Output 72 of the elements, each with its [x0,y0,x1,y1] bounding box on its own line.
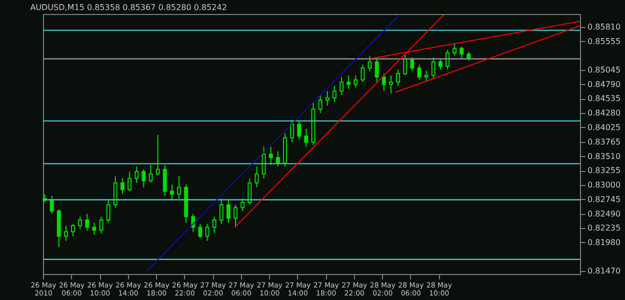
candlestick [142,168,146,188]
y-tick-label: 0.81470 [588,266,621,276]
y-tick-label: 0.82490 [588,209,621,218]
candlestick [388,74,393,94]
candlestick [262,146,266,179]
candlestick [191,213,196,232]
candlestick [226,200,230,224]
y-tick-label: 0.84025 [588,122,621,132]
y-tick-label: 0.82235 [588,224,621,233]
y-tick-label: 0.83000 [588,180,621,190]
candlestick [417,64,422,80]
candlestick [205,223,210,242]
candlestick [332,86,336,102]
candlestick [92,222,96,236]
candlestick [240,198,245,212]
candlestick [325,90,330,106]
y-tick-label: 0.83510 [588,152,621,161]
y-tick-label: 0.83255 [588,166,621,176]
candlestick [78,216,82,230]
candlestick [248,178,252,206]
candlestick [99,216,104,234]
candlestick [162,164,167,196]
candlestick [340,76,344,96]
candlestick [128,171,132,192]
y-tick-label: 0.82745 [588,194,621,204]
candlestick [120,178,124,195]
candlestick [276,150,280,168]
candlestick [290,119,294,143]
y-tick-label: 0.84280 [588,108,621,118]
candlestick [446,50,450,70]
candlestick [431,56,436,79]
candlestick [198,223,202,238]
candlestick [396,69,400,87]
candlestick [156,134,160,176]
candlestick [268,146,273,166]
candlestick [50,195,54,214]
candlestick [113,176,118,208]
y-tick-label: 0.85045 [588,65,621,74]
candlestick [368,56,372,72]
y-tick-label: 0.83765 [588,138,621,147]
candlestick [148,164,153,184]
candlestick [85,213,90,232]
candlestick [297,120,302,140]
candlestick [134,166,139,184]
candlestick [403,54,408,76]
candlestick [424,70,428,82]
candlestick [234,204,238,228]
candlestick [304,128,308,148]
candlestick [360,64,365,83]
candlestick [410,56,414,72]
candlestick [438,58,442,70]
candlestick [374,58,379,83]
candlestick [254,166,259,188]
y-tick-label: 0.81980 [588,238,621,247]
candlestick [106,200,110,224]
y-tick-label: 0.85555 [588,36,621,46]
y-tick-label: 0.84535 [588,94,621,104]
candlestick [354,74,358,88]
y-tick-label: 0.84790 [588,80,621,89]
candlestick [219,198,224,224]
candlestick [64,225,68,242]
candlestick [452,43,457,56]
candlestick [460,46,464,60]
chart-title: AUDUSD,M15 0.85358 0.85367 0.85280 0.85242 [30,3,227,12]
candlestick [71,223,76,237]
candlestick [212,216,216,234]
candlestick [318,94,322,114]
y-tick-label: 0.85810 [588,22,621,32]
candlestick [170,184,174,201]
candlestick [177,176,182,200]
candlestick [382,73,386,92]
candlestick [346,74,351,90]
